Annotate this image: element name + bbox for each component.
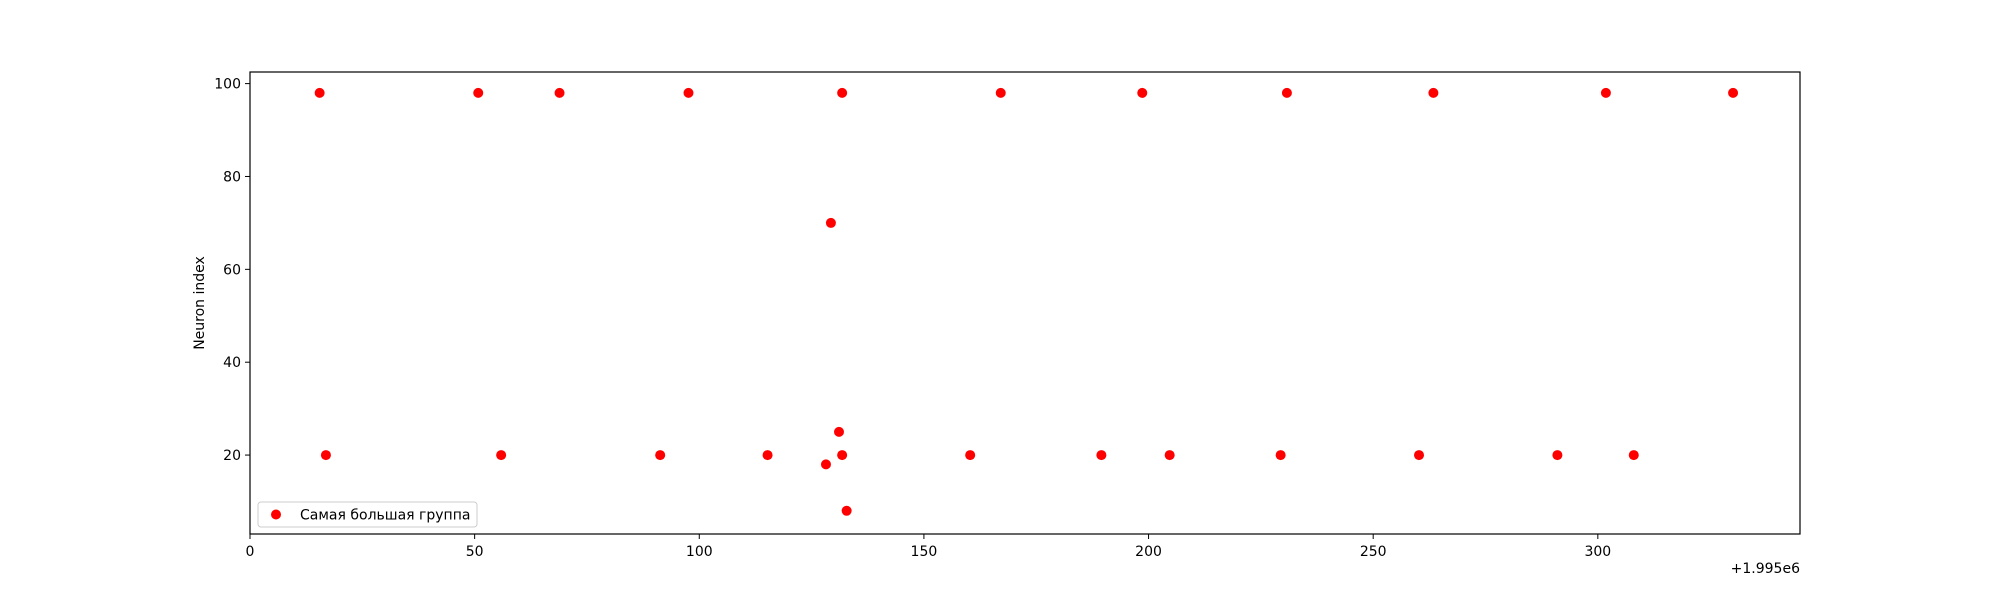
data-point	[841, 505, 852, 516]
legend-marker	[271, 509, 281, 520]
data-point	[1628, 450, 1639, 461]
data-point	[762, 450, 773, 461]
data-point	[1728, 87, 1739, 98]
data-point	[554, 87, 565, 98]
data-point	[1552, 450, 1563, 461]
data-point	[1428, 87, 1439, 98]
data-point	[825, 217, 836, 228]
data-point	[965, 450, 976, 461]
data-point	[496, 450, 507, 461]
y-tick-label: 100	[214, 77, 241, 93]
plot-area	[250, 72, 1800, 534]
points-layer	[314, 87, 1739, 516]
data-point	[834, 426, 844, 437]
data-point	[655, 450, 666, 461]
data-point	[820, 459, 831, 470]
data-point	[837, 450, 848, 461]
x-tick-label: 100	[686, 544, 713, 560]
x-axis: 0 50 100 150 200 250 300	[246, 534, 1611, 560]
x-tick-label: 250	[1360, 544, 1387, 560]
x-tick-label: 300	[1584, 544, 1611, 560]
data-point	[995, 87, 1006, 98]
y-axis-label: Neuron index	[192, 256, 208, 350]
data-point	[1414, 450, 1425, 461]
data-point	[320, 450, 331, 461]
x-offset-label: +1.995e6	[1731, 561, 1800, 577]
data-point	[1096, 450, 1107, 461]
data-point	[473, 87, 484, 98]
data-point	[314, 87, 325, 98]
data-point	[1137, 87, 1148, 98]
data-point	[837, 87, 848, 98]
data-point	[1275, 450, 1286, 461]
legend: Самая большая группа	[257, 501, 478, 528]
legend-box	[257, 501, 478, 528]
data-point	[1600, 87, 1611, 98]
plot-frame	[249, 71, 1801, 535]
data-point	[1281, 87, 1292, 98]
data-point	[1164, 450, 1175, 461]
y-tick-label: 80	[223, 169, 241, 185]
legend-label: Самая большая группа	[300, 508, 470, 524]
y-tick-label: 40	[223, 355, 241, 371]
y-tick-label: 20	[223, 448, 241, 464]
y-tick-label: 60	[223, 262, 241, 278]
data-point	[683, 87, 694, 98]
x-tick-label: 200	[1135, 544, 1162, 560]
x-tick-label: 150	[911, 544, 938, 560]
x-tick-label: 0	[246, 544, 255, 560]
x-tick-label: 50	[466, 544, 484, 560]
y-axis: 20 40 60 80 100	[214, 77, 250, 464]
